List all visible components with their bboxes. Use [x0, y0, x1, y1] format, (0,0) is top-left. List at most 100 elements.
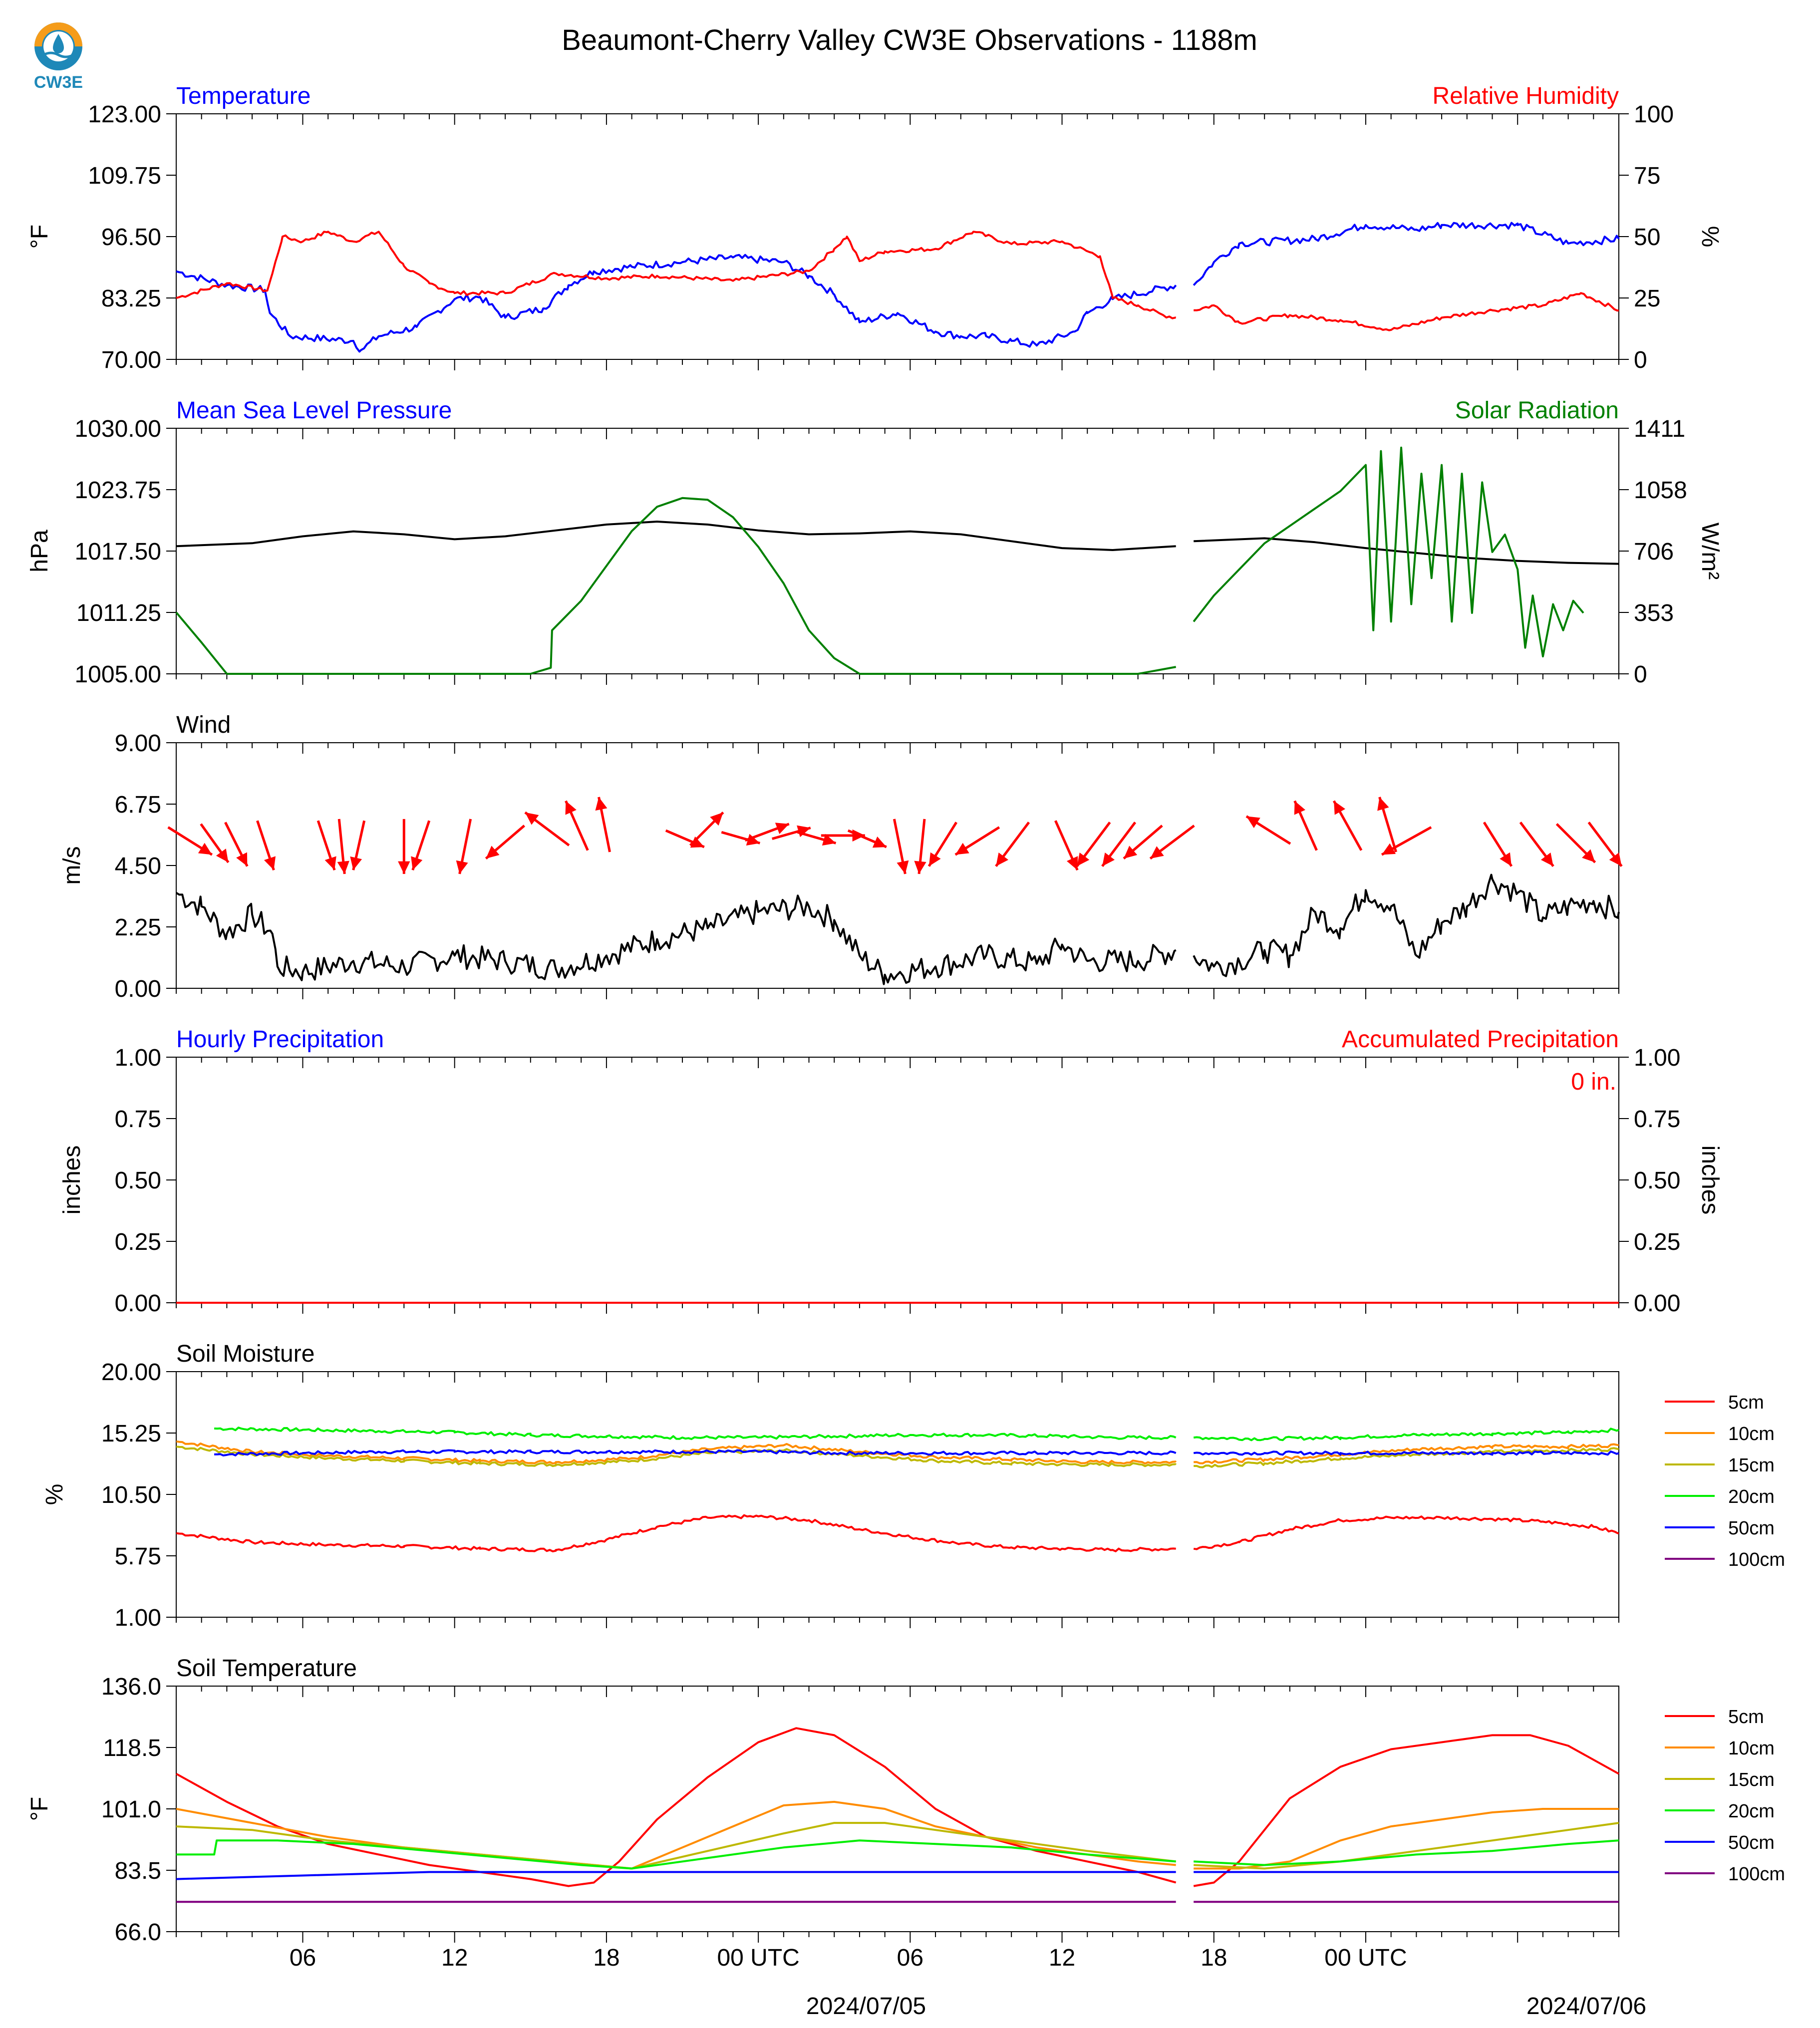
wind-arrow-head	[914, 861, 926, 874]
wind-arrow-head	[822, 834, 836, 846]
y-axis-label: hPa	[26, 530, 53, 573]
series-line	[176, 222, 1620, 353]
wind-arrow-head	[1500, 852, 1512, 867]
x-tick-label: 00 UTC	[1324, 1945, 1407, 1971]
accumulated-total: 0 in.	[1571, 1069, 1616, 1095]
y-axis-label-right: %	[1697, 226, 1723, 248]
y-tick-label-right: 0	[1634, 661, 1647, 688]
wind-arrow	[914, 819, 926, 874]
chart-panel: Soil Temperature 66.0 83.5 101.0 118.5 136.0 °…	[26, 1655, 1785, 1946]
y-tick-label: 1030.00	[74, 416, 161, 442]
series-line	[176, 1514, 1619, 1553]
legend-label: 15cm	[1728, 1769, 1775, 1790]
series-line	[175, 873, 1620, 985]
y-tick-label: 101.0	[101, 1796, 161, 1823]
wind-arrow-head	[897, 860, 909, 874]
logo-text: CW3E	[34, 73, 83, 92]
y-tick-label: 1.00	[115, 1605, 161, 1631]
series-line	[214, 1427, 1619, 1442]
legend-label: 15cm	[1728, 1455, 1775, 1476]
wind-arrow-head	[350, 856, 362, 870]
y-tick-label-right: 0.75	[1634, 1106, 1680, 1133]
wind-arrow-head	[324, 856, 336, 870]
y-tick-label: 109.75	[88, 163, 161, 189]
wind-arrow-head	[1582, 849, 1595, 863]
wind-arrow	[456, 819, 472, 874]
wind-arrow	[744, 823, 790, 842]
wind-arrow-head	[996, 852, 1009, 867]
date-label-2: 2024/07/06	[1526, 1993, 1646, 2020]
wind-arrow-head	[1246, 816, 1260, 829]
chart-panel: Hourly Precipitation Accumulated Precipit…	[59, 1026, 1723, 1317]
legend-label: 20cm	[1728, 1486, 1775, 1507]
legend-label: 10cm	[1728, 1738, 1775, 1759]
y-tick-label: 15.25	[101, 1421, 161, 1447]
panel-title-right: Relative Humidity	[1433, 83, 1619, 109]
x-tick-label: 00 UTC	[717, 1945, 799, 1971]
wind-arrow	[1519, 821, 1554, 867]
wind-arrow-head	[337, 861, 349, 874]
logo-ring-top	[34, 22, 82, 46]
wind-arrow-head	[746, 834, 760, 846]
x-tick-label: 12	[1049, 1945, 1075, 1971]
chart-panel: Wind 0.00 2.25 4.50 6.75 9.00 m/s	[59, 712, 1623, 1002]
wind-arrow-head	[1124, 846, 1138, 859]
wind-arrow-head	[1540, 852, 1553, 867]
wind-arrow-head	[1382, 843, 1396, 855]
y-tick-label: 2.25	[115, 914, 161, 941]
wind-arrow-head	[264, 856, 276, 870]
cw3e-logo: CW3E	[34, 22, 83, 92]
legend-label: 50cm	[1728, 1832, 1775, 1853]
legend-label: 50cm	[1728, 1518, 1775, 1539]
wind-arrow	[1076, 821, 1111, 867]
panel-title-right: Accumulated Precipitation	[1342, 1026, 1619, 1053]
wind-arrow-head	[1066, 856, 1078, 870]
wind-arrow	[595, 797, 611, 853]
y-tick-label-right: 0.00	[1634, 1290, 1680, 1317]
series-line	[176, 1800, 1619, 1870]
y-tick-label: 20.00	[101, 1359, 161, 1386]
wind-arrow	[350, 820, 366, 870]
y-tick-label: 0.00	[115, 976, 161, 1002]
wind-arrow-head	[690, 836, 704, 848]
y-axis-label: inches	[59, 1146, 85, 1215]
droplet-icon	[53, 34, 64, 53]
x-tick-label: 12	[441, 1945, 468, 1971]
series-line	[214, 1449, 1619, 1456]
y-tick-label: 0.25	[115, 1229, 161, 1255]
chart-panel: Soil Moisture 1.00 5.75 10.50 15.25 20.00% 5cm…	[41, 1341, 1785, 1631]
panel-title-left: Mean Sea Level Pressure	[176, 397, 452, 424]
panel-title-left: Wind	[176, 712, 231, 738]
plot-frame	[176, 1371, 1619, 1618]
series-line	[176, 231, 1619, 331]
wind-arrow	[1381, 826, 1432, 856]
y-tick-label-right: 50	[1634, 224, 1660, 251]
wind-arrow-head	[1377, 797, 1389, 811]
panel-title-right: Solar Radiation	[1455, 397, 1619, 424]
wind-arrow	[665, 829, 705, 849]
y-tick-label: 1023.75	[74, 477, 161, 504]
wind-arrow	[954, 826, 1000, 856]
y-tick-label-right: 353	[1634, 600, 1674, 626]
wind-arrow	[893, 819, 909, 874]
wind-arrow	[256, 820, 276, 870]
y-tick-label-right: 0.50	[1634, 1167, 1680, 1194]
legend-label: 100cm	[1728, 1549, 1785, 1570]
x-tick-label: 06	[897, 1945, 923, 1971]
wind-arrow-head	[1294, 801, 1306, 815]
y-axis-label-right: W/m²	[1697, 523, 1723, 580]
wind-arrow-head	[928, 852, 941, 867]
y-tick-label-right: 100	[1634, 101, 1674, 128]
legend-label: 20cm	[1728, 1801, 1775, 1822]
y-tick-label-right: 1.00	[1634, 1045, 1680, 1071]
y-axis-label: °F	[26, 225, 53, 249]
wind-arrow	[167, 826, 213, 856]
y-tick-label: 123.00	[88, 101, 161, 128]
wind-arrow	[1123, 825, 1163, 860]
wind-arrow-head	[710, 812, 723, 826]
y-tick-label: 70.00	[101, 347, 161, 373]
wind-arrow	[524, 811, 570, 847]
wind-arrow	[1101, 821, 1137, 867]
chart-panel: Temperature Relative Humidity 70.00 83.25 96…	[26, 83, 1723, 373]
wind-arrow	[1483, 822, 1513, 867]
